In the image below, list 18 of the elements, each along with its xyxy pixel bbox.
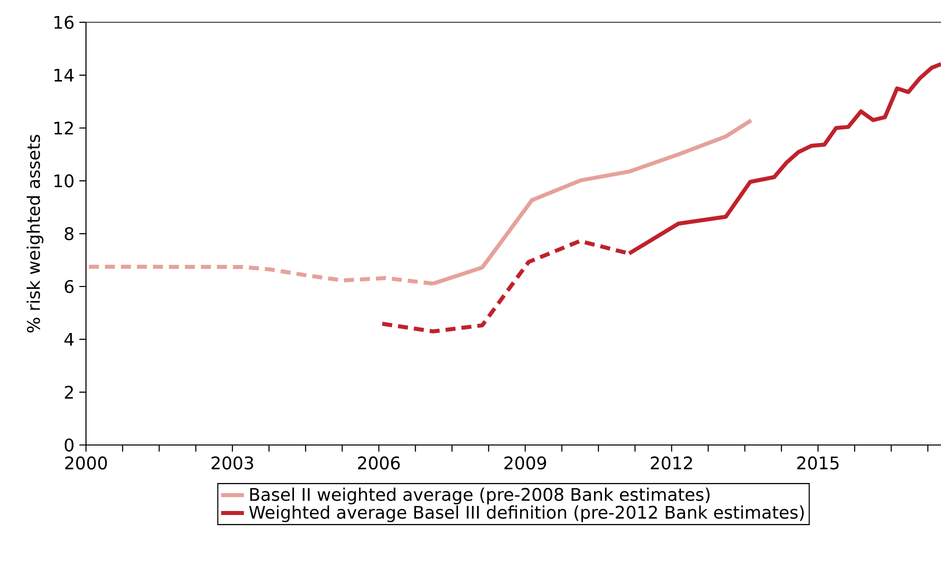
x-tick-label: 2012 <box>650 456 692 470</box>
y-tick-label: 4 <box>64 333 74 346</box>
y-tick-label: 16 <box>54 16 74 29</box>
y-tick-label: 12 <box>54 122 73 134</box>
x-tick-label: 2009 <box>504 456 546 470</box>
x-tick-label: 2015 <box>797 456 839 470</box>
y-tick-label: 10 <box>54 174 74 188</box>
y-tick-label: 0 <box>64 438 74 452</box>
legend-label: Weighted average Basel III definition (pre-2012 Bank estimates) <box>249 505 804 522</box>
y-tick-label: 14 <box>54 68 74 82</box>
y-tick-label: 8 <box>64 227 74 240</box>
y-axis-title: % risk weighted assets <box>26 134 44 332</box>
y-tick-label: 6 <box>64 280 74 294</box>
y-tick-label: 2 <box>64 386 73 399</box>
x-tick-label: 2000 <box>65 456 107 470</box>
x-tick-label: 2003 <box>212 456 254 470</box>
x-tick-label: 2006 <box>358 456 400 470</box>
legend-label: Basel II weighted average (pre-2008 Bank estimates) <box>250 488 710 504</box>
